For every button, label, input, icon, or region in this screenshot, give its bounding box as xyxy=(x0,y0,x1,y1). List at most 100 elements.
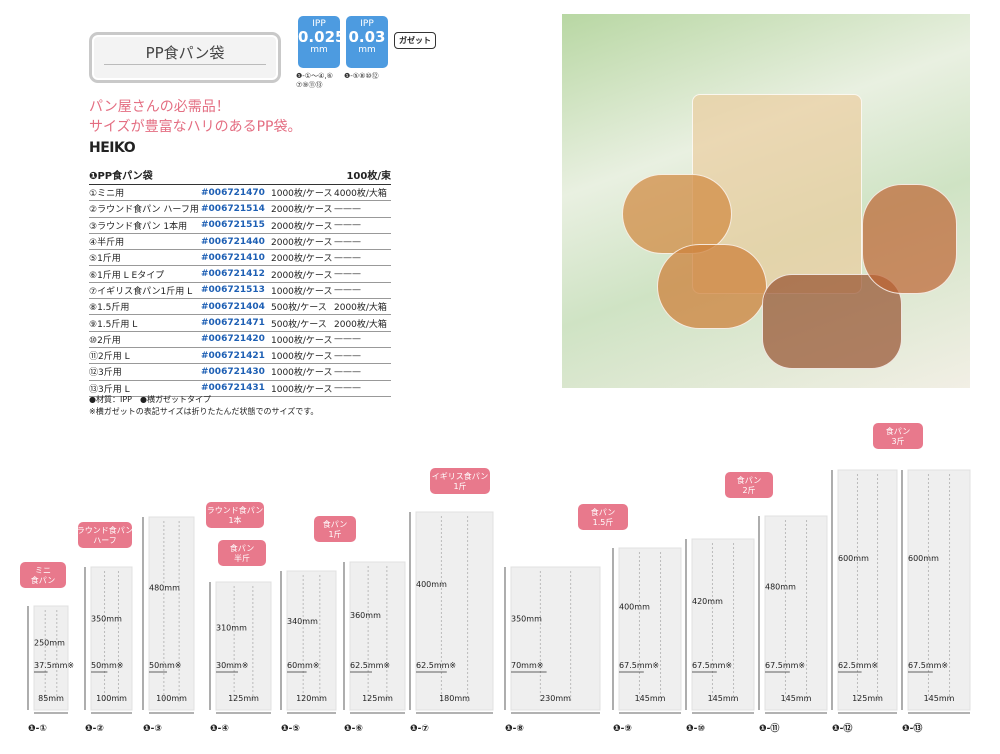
product-row-name: ④半斤用 xyxy=(89,238,125,249)
product-row-name: ①ミニ用 xyxy=(89,189,125,200)
table-row: ⑫3斤用 #006721430 1000枚/ケース ——— xyxy=(89,364,391,381)
bag-length-label: 420mm xyxy=(692,597,723,606)
ipp-note-0025: ❶-①～④,⑥ ⑦⑨⑪⑬ xyxy=(296,72,333,89)
gusset-badge: ガゼット xyxy=(394,32,436,49)
product-row-box: ——— xyxy=(334,252,361,263)
bag-width-label: 100mm xyxy=(96,694,127,703)
ipp-badge-003: IPP 0.03 mm xyxy=(346,16,388,68)
product-title: PP食パン袋 xyxy=(145,44,225,62)
product-row-name: ②ラウンド食パン ハーフ用 xyxy=(89,205,199,216)
bag-id-label: ❶-⑩ xyxy=(686,724,705,734)
bag-length-label: 600mm xyxy=(838,554,869,563)
bag-gusset-label: 70mm※ xyxy=(511,661,543,670)
bag-name-tag-text: ミニ食パン xyxy=(31,566,55,585)
bag-name-tag xyxy=(430,468,490,494)
product-row-pack: 1000枚/ケース xyxy=(271,352,333,363)
bag-shape xyxy=(33,605,69,711)
bag-id-label: ❶-⑤ xyxy=(281,724,300,734)
bag-length-label: 340mm xyxy=(287,617,318,626)
bag-length-label: 360mm xyxy=(350,611,381,620)
bag-shape xyxy=(618,547,682,711)
bag-id-label: ❶-⑧ xyxy=(505,724,524,734)
bag-id-label: ❶-② xyxy=(85,724,104,734)
bag-name-tag-text: ラウンド食パンハーフ xyxy=(77,525,133,545)
ipp-badge-0025: IPP 0.025 mm xyxy=(298,16,345,68)
table-row: ⑥1斤用 L Eタイプ #006721412 2000枚/ケース ——— xyxy=(89,266,391,283)
bag-id-label: ❶-⑬ xyxy=(902,722,922,734)
bag-gusset-label: 60mm※ xyxy=(287,661,319,670)
pastry-shape xyxy=(862,184,957,294)
product-row-box: 4000枚/大箱 xyxy=(334,189,387,200)
bag-gusset-label: 50mm※ xyxy=(149,661,181,670)
product-row-name: ③ラウンド食パン 1本用 xyxy=(89,221,188,232)
product-name: ❶PP食パン袋 xyxy=(89,171,153,182)
product-row-code: #006721440 xyxy=(201,236,265,247)
bag-name-tag-text: イギリス食パン 1斤 xyxy=(432,471,488,491)
bread-roll-shape xyxy=(622,174,732,254)
product-row-pack: 2000枚/ケース xyxy=(271,238,333,249)
bag-name-tag-text: 食パン 2斤 xyxy=(737,475,761,495)
product-table: ❶PP食パン袋 100枚/束 ①ミニ用 #006721470 1000枚/ケース 40… xyxy=(89,167,391,397)
bag-shape xyxy=(286,570,337,711)
table-row: ⑦イギリス食パン1斤用 L #006721513 1000枚/ケース ——— xyxy=(89,283,391,300)
slogan: パン屋さんの必需品！ サイズが豊富なハリのあるPP袋。 xyxy=(89,97,301,137)
product-row-name: ⑧1.5斤用 xyxy=(89,303,130,314)
product-row-pack: 1000枚/ケース xyxy=(271,384,333,395)
bag-shape xyxy=(510,566,601,711)
product-row-code: #006721421 xyxy=(201,350,265,361)
product-row-code: #006721515 xyxy=(201,220,265,231)
product-notes: ●材質：IPP ●横ガゼットタイプ ※横ガゼットの表記サイズは折りたたんだ状態で… xyxy=(89,394,318,418)
slogan-line-2: サイズが豊富なハリのあるPP袋。 xyxy=(89,119,302,135)
bag-gusset-label: 37.5mm※ xyxy=(34,661,74,670)
product-row-code: #006721471 xyxy=(201,318,265,329)
product-row-pack: 500枚/ケース xyxy=(271,303,327,314)
product-row-code: #006721514 xyxy=(201,203,265,214)
bag-id-label: ❶-⑨ xyxy=(613,724,632,734)
bag-shape xyxy=(415,511,494,711)
product-row-pack: 1000枚/ケース xyxy=(271,189,333,200)
product-row-name: ⑨1.5斤用 L xyxy=(89,319,138,330)
product-row-code: #006721410 xyxy=(201,252,265,263)
bag-gusset-label: 67.5mm※ xyxy=(692,661,732,670)
product-row-pack: 2000枚/ケース xyxy=(271,221,333,232)
bag-name-tag-text: ラウンド食パン 1本 xyxy=(207,505,263,525)
bag-name-tag xyxy=(578,504,628,530)
product-row-name: ⑩2斤用 xyxy=(89,335,121,346)
bag-width-label: 230mm xyxy=(540,694,571,703)
bag-name-tag xyxy=(206,502,264,528)
product-row-box: ——— xyxy=(334,203,361,214)
product-row-code: #006721430 xyxy=(201,366,265,377)
product-row-pack: 500枚/ケース xyxy=(271,319,327,330)
table-row: ①ミニ用 #006721470 1000枚/ケース 4000枚/大箱 xyxy=(89,185,391,202)
product-row-code: #006721431 xyxy=(201,383,265,394)
bag-shape xyxy=(691,538,755,711)
bag-shape xyxy=(215,581,272,711)
product-row-name: ⑥1斤用 L Eタイプ xyxy=(89,270,165,281)
ipp-thickness: 0.03 xyxy=(348,28,386,46)
bag-width-label: 145mm xyxy=(635,694,666,703)
bag-width-label: 125mm xyxy=(362,694,393,703)
table-row: ④半斤用 #006721440 2000枚/ケース ——— xyxy=(89,234,391,251)
product-row-box: 2000枚/大箱 xyxy=(334,303,387,314)
product-row-pack: 2000枚/ケース xyxy=(271,205,333,216)
note-material: ●材質：IPP ●横ガゼットタイプ xyxy=(89,395,211,404)
product-unit: 100枚/束 xyxy=(346,171,391,182)
bag-width-label: 125mm xyxy=(852,694,883,703)
product-row-code: #006721420 xyxy=(201,334,265,345)
product-row-box: ——— xyxy=(334,350,361,361)
product-row-box: ——— xyxy=(334,383,361,394)
table-row: ⑨1.5斤用 L #006721471 500枚/ケース 2000枚/大箱 xyxy=(89,315,391,332)
brand-logo: HEIKO xyxy=(89,140,136,156)
product-title-badge: PP食パン袋 xyxy=(89,32,281,83)
ipp-note-003: ❶-⑤⑧⑩⑫ xyxy=(344,72,379,80)
product-row-pack: 1000枚/ケース xyxy=(271,368,333,379)
bag-name-tag xyxy=(20,562,66,588)
bag-gusset-label: 67.5mm※ xyxy=(908,661,948,670)
slogan-line-1: パン屋さんの必需品！ xyxy=(89,99,230,115)
product-row-name: ⑫3斤用 xyxy=(89,368,122,379)
bag-gusset-label: 62.5mm※ xyxy=(838,661,878,670)
bag-gusset-label: 67.5mm※ xyxy=(619,661,659,670)
bag-gusset-label: 50mm※ xyxy=(91,661,123,670)
bag-length-label: 480mm xyxy=(149,583,180,592)
bag-name-tag-text: 食パン 3斤 xyxy=(886,426,910,446)
